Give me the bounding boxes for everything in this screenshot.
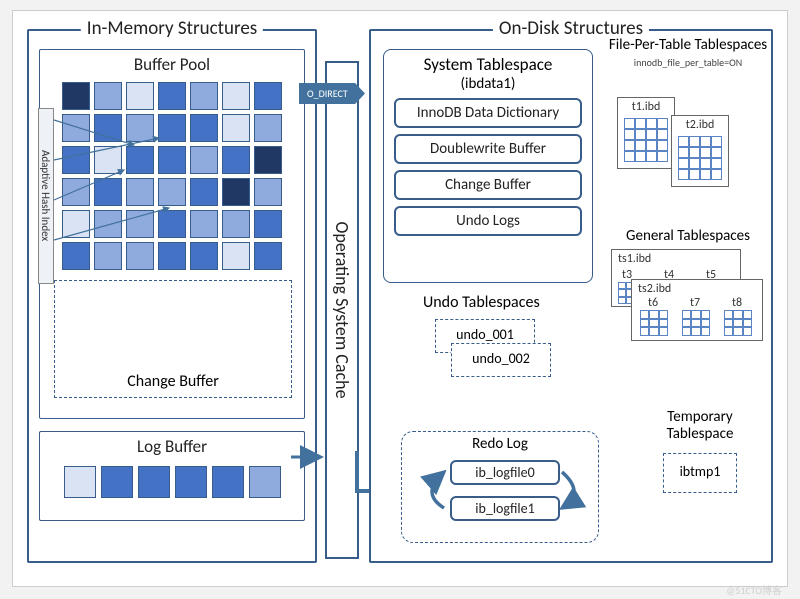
buffer-pool-cell (158, 82, 186, 110)
log-buffer-cell (212, 466, 244, 498)
buffer-pool-cell (62, 82, 90, 110)
buffer-pool-cell (190, 242, 218, 270)
fpt-file-1: t2.ibd (671, 115, 729, 187)
system-ts-title: System Tablespace (384, 50, 592, 75)
in-memory-panel: In-Memory Structures Buffer Pool Adaptiv… (27, 29, 317, 563)
buffer-pool-cell (254, 146, 282, 174)
buffer-pool-cell (254, 178, 282, 206)
fpt-grid-1 (678, 136, 722, 180)
system-tablespace: System Tablespace (ibdata1) InnoDB Data … (383, 49, 593, 283)
buffer-pool-cell (190, 114, 218, 142)
log-buffer-cell (138, 466, 170, 498)
system-ts-item: InnoDB Data Dictionary (394, 98, 582, 128)
buffer-pool-cell (94, 82, 122, 110)
system-ts-item: Undo Logs (394, 206, 582, 236)
buffer-pool-cell (222, 210, 250, 238)
buffer-pool-cell (222, 82, 250, 110)
gen-grid-t6 (640, 310, 668, 336)
log-buffer-cell (64, 466, 96, 498)
diagram-canvas: In-Memory Structures Buffer Pool Adaptiv… (12, 10, 788, 587)
temp-title: Temporary Tablespace (645, 409, 755, 442)
buffer-pool-cell (190, 178, 218, 206)
buffer-pool-cell (190, 210, 218, 238)
undo-title: Undo Tablespaces (423, 293, 540, 312)
general-label-2: ts2.ibd (638, 282, 671, 296)
gen-grid-t8 (724, 310, 752, 336)
buffer-pool-cell (222, 178, 250, 206)
log-buffer-cell (101, 466, 133, 498)
fpt-section: File-Per-Table Tablespaces innodb_file_p… (605, 37, 771, 69)
change-buffer-box: Change Buffer (54, 280, 292, 398)
buffer-pool-box: Buffer Pool Adaptive Hash Index Change B… (39, 49, 305, 419)
system-ts-item: Change Buffer (394, 170, 582, 200)
redo-cycle-arrows (412, 458, 592, 533)
gen-t8: t8 (732, 296, 742, 310)
redo-title: Redo Log (402, 432, 598, 453)
fpt-label-0: t1.ibd (618, 100, 674, 114)
system-ts-subtitle: (ibdata1) (384, 75, 592, 93)
fpt-label-1: t2.ibd (672, 118, 728, 132)
undo-file-1: undo_002 (451, 343, 551, 377)
fpt-grid-0 (624, 118, 668, 162)
buffer-pool-cell (254, 82, 282, 110)
in-memory-title: In-Memory Structures (81, 17, 263, 40)
buffer-pool-cell (222, 146, 250, 174)
log-buffer-box: Log Buffer (39, 431, 305, 521)
system-ts-items: InnoDB Data Dictionary Doublewrite Buffer… (394, 98, 582, 236)
general-title: General Tablespaces (607, 227, 769, 245)
watermark: @51CTO博客 (726, 582, 782, 597)
log-buffer-cell (175, 466, 207, 498)
buffer-pool-cell (190, 146, 218, 174)
buffer-pool-cell (190, 82, 218, 110)
gen-t6: t6 (648, 296, 658, 310)
buffer-pool-cell (254, 114, 282, 142)
log-to-osc-arrow (291, 447, 331, 472)
fpt-title: File-Per-Table Tablespaces (605, 37, 771, 54)
ahi-label: Adaptive Hash Index (38, 108, 54, 284)
change-buffer-label: Change Buffer (55, 372, 291, 391)
general-file-2: ts2.ibd t6 t7 t8 (631, 279, 763, 341)
buffer-pool-cell (254, 210, 282, 238)
gen-grid-t7 (682, 310, 710, 336)
log-buffer-grid (64, 466, 281, 498)
ahi-arrows (54, 110, 194, 250)
buffer-pool-cell (126, 82, 154, 110)
o-direct-arrow: O_DIRECT (299, 83, 365, 104)
fpt-file-0: t1.ibd (617, 97, 675, 169)
fpt-option: innodb_file_per_table=ON (605, 56, 771, 69)
system-ts-item: Doublewrite Buffer (394, 134, 582, 164)
buffer-pool-title: Buffer Pool (40, 50, 304, 75)
buffer-pool-cell (254, 242, 282, 270)
osc-label: Operating System Cache (331, 221, 353, 398)
gen-t7: t7 (690, 296, 700, 310)
log-buffer-cell (249, 466, 281, 498)
buffer-pool-cell (222, 242, 250, 270)
on-disk-panel: On-Disk Structures System Tablespace (ib… (369, 29, 773, 563)
temp-file: ibtmp1 (663, 453, 737, 493)
log-buffer-title: Log Buffer (40, 432, 304, 457)
general-label-1: ts1.ibd (618, 252, 651, 266)
redo-log-box: Redo Log ib_logfile0 ib_logfile1 (401, 431, 599, 543)
buffer-pool-cell (222, 114, 250, 142)
